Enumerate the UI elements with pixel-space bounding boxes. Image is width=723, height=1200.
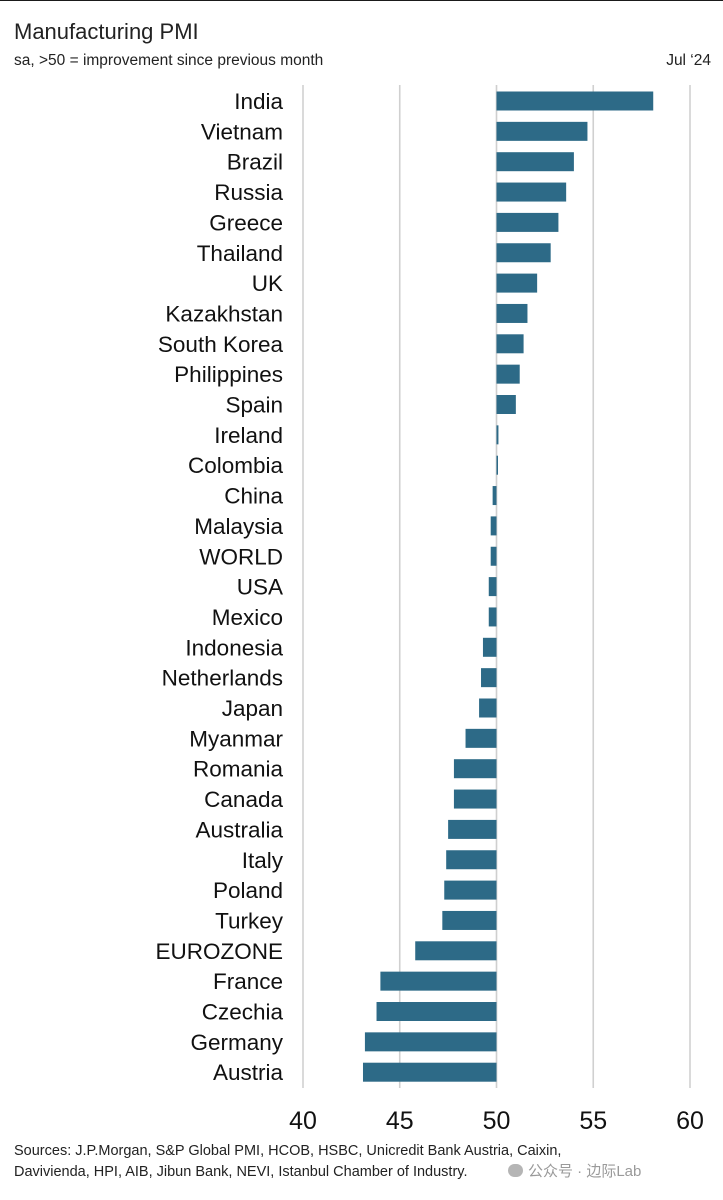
category-label: USA [237, 575, 283, 600]
category-label: Czechia [202, 1000, 284, 1025]
bar-vietnam [496, 121, 588, 141]
bar-malaysia [490, 516, 497, 536]
category-label: Turkey [215, 908, 284, 933]
bar-mexico [488, 607, 497, 627]
category-label: UK [252, 271, 283, 296]
bar-romania [453, 759, 497, 779]
category-label: India [234, 89, 283, 114]
x-tick-labels: 40 45 50 55 60 [289, 1107, 704, 1135]
bars [362, 91, 654, 1082]
category-label: South Korea [158, 332, 284, 357]
pmi-bar-chart: India Vietnam Brazil Russia Greece Thailand UK… [155, 85, 704, 1135]
category-label: China [224, 484, 283, 509]
bar-indonesia [482, 637, 497, 657]
sources-line-2: Davivienda, HPI, AIB, Jibun Bank, NEVI, … [14, 1164, 468, 1180]
wechat-icon [508, 1164, 523, 1177]
category-label: Japan [222, 696, 283, 721]
x-tick-label: 55 [579, 1107, 607, 1135]
category-label: Netherlands [162, 666, 283, 691]
bar-usa [488, 577, 497, 597]
bar-india [496, 91, 654, 111]
category-label: Thailand [197, 241, 283, 266]
bar-poland [444, 880, 497, 900]
category-label: WORLD [199, 544, 283, 569]
bar-japan [479, 698, 497, 718]
bar-philippines [496, 364, 520, 384]
category-label: Canada [204, 787, 283, 812]
bar-spain [496, 395, 516, 414]
category-label: Philippines [174, 362, 283, 387]
category-label: Romania [193, 757, 284, 782]
top-rule [0, 0, 723, 1]
bar-austria [362, 1062, 497, 1082]
category-label: Ireland [214, 423, 283, 448]
x-tick-label: 40 [289, 1107, 317, 1135]
watermark-text: 公众号 · 边际Lab [528, 1163, 642, 1180]
category-label: Spain [225, 393, 283, 418]
bar-greece [496, 212, 559, 232]
category-label: Indonesia [185, 635, 283, 660]
category-label: Mexico [212, 605, 283, 630]
bar-colombia [496, 455, 498, 475]
bar-turkey [442, 910, 497, 930]
bar-czechia [376, 1002, 497, 1021]
bar-china [492, 486, 497, 506]
bar-brazil [496, 152, 574, 172]
category-label: Germany [190, 1030, 283, 1055]
date-label: Jul ‘24 [666, 52, 711, 69]
bar-canada [453, 789, 497, 809]
bar-ireland [496, 425, 499, 445]
chart-title: Manufacturing PMI [14, 19, 199, 44]
bar-australia [448, 819, 497, 839]
category-label: Australia [195, 817, 283, 842]
sources-note: Sources: J.P.Morgan, S&P Global PMI, HCO… [14, 1141, 714, 1183]
category-label: Vietnam [201, 119, 283, 144]
category-label: Italy [242, 848, 284, 873]
category-label: Austria [213, 1060, 284, 1085]
bar-eurozone [415, 941, 497, 961]
bar-uk [496, 273, 538, 293]
bar-world [490, 546, 497, 566]
category-label: Poland [213, 878, 283, 903]
bar-germany [364, 1032, 497, 1052]
bar-france [380, 971, 497, 991]
category-label: Myanmar [189, 726, 283, 751]
category-label: Russia [214, 180, 283, 205]
x-tick-label: 45 [386, 1107, 414, 1135]
x-tick-label: 50 [483, 1107, 511, 1135]
bar-russia [496, 182, 567, 202]
category-label: France [213, 969, 283, 994]
sources-line-1: Sources: J.P.Morgan, S&P Global PMI, HCO… [14, 1143, 562, 1159]
category-label: Brazil [227, 150, 283, 175]
bar-myanmar [465, 728, 497, 748]
chart-subtitle: sa, >50 = improvement since previous mon… [14, 52, 324, 69]
category-label: EUROZONE [155, 939, 283, 964]
category-label: Greece [209, 210, 283, 235]
category-label: Malaysia [194, 514, 283, 539]
category-label: Kazakhstan [165, 301, 283, 326]
watermark: 公众号 · 边际Lab [508, 1160, 641, 1181]
x-tick-label: 60 [676, 1107, 704, 1135]
category-labels: India Vietnam Brazil Russia Greece Thailand UK… [155, 89, 283, 1085]
bar-kazakhstan [496, 303, 528, 323]
category-label: Colombia [188, 453, 284, 478]
bar-thailand [496, 243, 551, 263]
bar-italy [446, 850, 497, 870]
bar-south-korea [496, 334, 524, 354]
bar-netherlands [481, 668, 497, 688]
